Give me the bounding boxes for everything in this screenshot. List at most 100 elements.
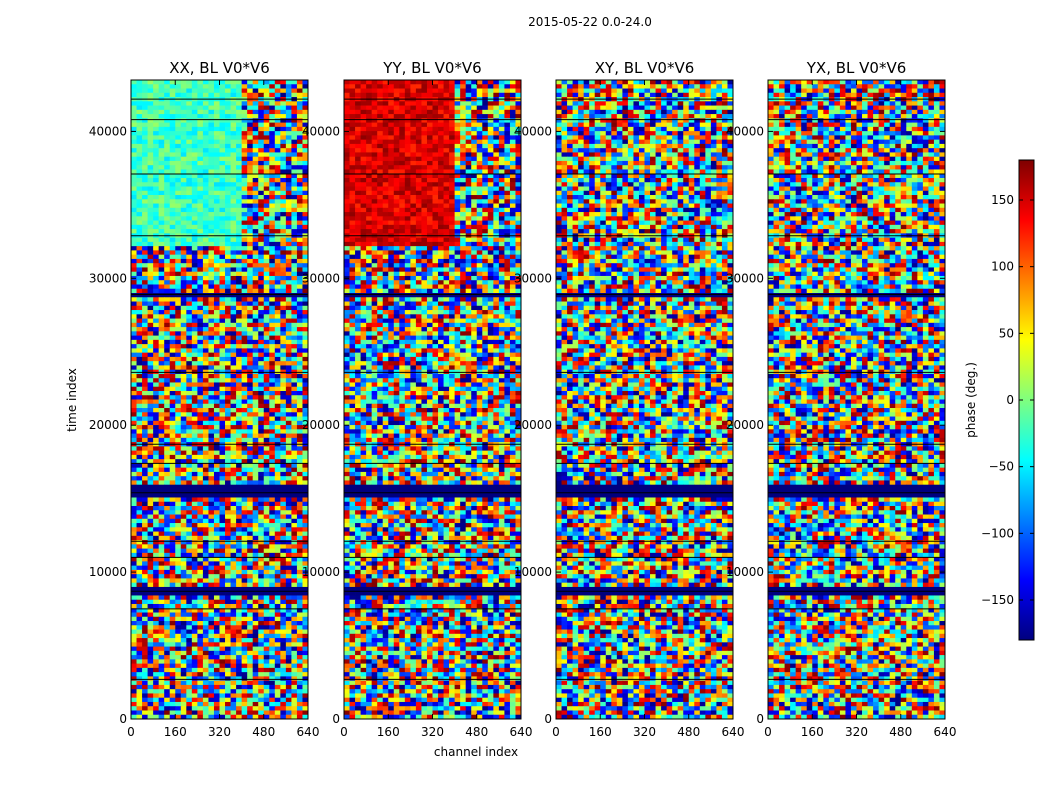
heatmap-cell xyxy=(186,706,193,711)
heatmap-cell xyxy=(186,561,193,567)
heatmap-cell xyxy=(269,160,276,166)
heatmap-cell xyxy=(219,190,226,196)
heatmap-cell xyxy=(263,165,270,170)
heatmap-cell xyxy=(213,663,220,669)
heatmap-cell xyxy=(131,284,137,290)
heatmap-cell xyxy=(302,297,308,302)
heatmap-cell xyxy=(131,386,137,392)
heatmap-cell xyxy=(269,114,276,119)
heatmap-cell xyxy=(175,403,182,409)
heatmap-cell xyxy=(285,710,292,716)
heatmap-cell xyxy=(175,220,182,226)
heatmap-cell xyxy=(180,459,187,464)
heatmap-cell xyxy=(164,395,171,400)
heatmap-cell xyxy=(153,207,160,213)
heatmap-cell xyxy=(230,625,237,630)
heatmap-cell xyxy=(241,663,248,669)
heatmap-cell xyxy=(136,514,143,520)
heatmap-cell xyxy=(180,195,187,200)
heatmap-cell xyxy=(274,241,281,247)
heatmap-cell xyxy=(197,616,204,622)
heatmap-cell xyxy=(241,246,248,251)
heatmap-cell xyxy=(280,288,287,294)
heatmap-cell xyxy=(258,373,265,379)
heatmap-cell xyxy=(180,655,187,660)
heatmap-cell xyxy=(147,446,154,452)
heatmap-cell xyxy=(142,612,148,618)
heatmap-cell xyxy=(302,548,308,554)
heatmap-cell xyxy=(269,518,276,524)
heatmap-cell xyxy=(202,250,209,256)
heatmap-cell xyxy=(274,195,281,200)
heatmap-cell xyxy=(208,429,215,434)
heatmap-cell xyxy=(142,701,148,707)
heatmap-cell xyxy=(197,195,204,200)
heatmap-cell xyxy=(219,633,226,639)
heatmap-cell xyxy=(164,271,171,277)
heatmap-cell xyxy=(236,173,243,179)
heatmap-cell xyxy=(225,446,231,452)
heatmap-cell xyxy=(230,348,237,354)
heatmap-cell xyxy=(186,297,193,302)
heatmap-cell xyxy=(219,557,226,562)
heatmap-cell xyxy=(131,131,137,136)
heatmap-cell xyxy=(236,250,243,256)
heatmap-cell xyxy=(219,267,226,273)
heatmap-cell xyxy=(247,595,254,601)
heatmap-cell xyxy=(169,655,176,660)
heatmap-cell xyxy=(131,514,137,520)
heatmap-cell xyxy=(202,480,209,486)
heatmap-cell xyxy=(296,650,303,656)
heatmap-cell xyxy=(191,382,198,388)
heatmap-cell xyxy=(263,365,270,371)
heatmap-cell xyxy=(180,258,187,264)
heatmap-cell xyxy=(175,224,182,230)
heatmap-cell xyxy=(252,463,259,469)
heatmap-cell xyxy=(169,160,176,166)
heatmap-cell xyxy=(263,493,270,498)
heatmap-cell xyxy=(164,659,171,665)
heatmap-cell xyxy=(426,88,433,94)
heatmap-cell xyxy=(241,293,248,298)
heatmap-cell xyxy=(180,139,187,145)
heatmap-cell xyxy=(164,523,171,528)
heatmap-cell xyxy=(175,156,182,162)
heatmap-cell xyxy=(219,148,226,153)
heatmap-cell xyxy=(136,642,143,647)
heatmap-cell xyxy=(197,246,204,251)
heatmap-cell xyxy=(180,135,187,141)
heatmap-cell xyxy=(285,131,292,136)
heatmap-cell xyxy=(269,565,276,571)
heatmap-cell xyxy=(158,633,165,639)
heatmap-cell xyxy=(219,361,226,366)
heatmap-cell xyxy=(236,224,243,230)
heatmap-cell xyxy=(147,280,154,285)
heatmap-cell xyxy=(219,305,226,311)
heatmap-cell xyxy=(280,697,287,703)
heatmap-cell xyxy=(191,207,198,213)
heatmap-cell xyxy=(236,135,243,141)
heatmap-cell xyxy=(169,523,176,528)
heatmap-cell xyxy=(219,569,226,575)
heatmap-cell xyxy=(142,488,148,494)
heatmap-cell xyxy=(153,280,160,285)
heatmap-cell xyxy=(197,548,204,554)
heatmap-cell xyxy=(197,203,204,209)
heatmap-cell xyxy=(175,335,182,341)
heatmap-cell xyxy=(230,339,237,345)
heatmap-cell xyxy=(191,246,198,251)
heatmap-cell xyxy=(131,459,137,464)
heatmap-cell xyxy=(280,548,287,554)
heatmap-cell xyxy=(280,463,287,469)
heatmap-cell xyxy=(219,297,226,302)
heatmap-cell xyxy=(197,625,204,630)
heatmap-cell xyxy=(202,710,209,716)
heatmap-cell xyxy=(219,114,226,119)
heatmap-cell xyxy=(230,246,237,251)
heatmap-cell xyxy=(191,173,198,179)
heatmap-cell xyxy=(180,254,187,260)
heatmap-cell xyxy=(197,229,204,234)
heatmap-cell xyxy=(142,493,148,498)
heatmap-cell xyxy=(153,535,160,541)
heatmap-cell xyxy=(180,169,187,175)
